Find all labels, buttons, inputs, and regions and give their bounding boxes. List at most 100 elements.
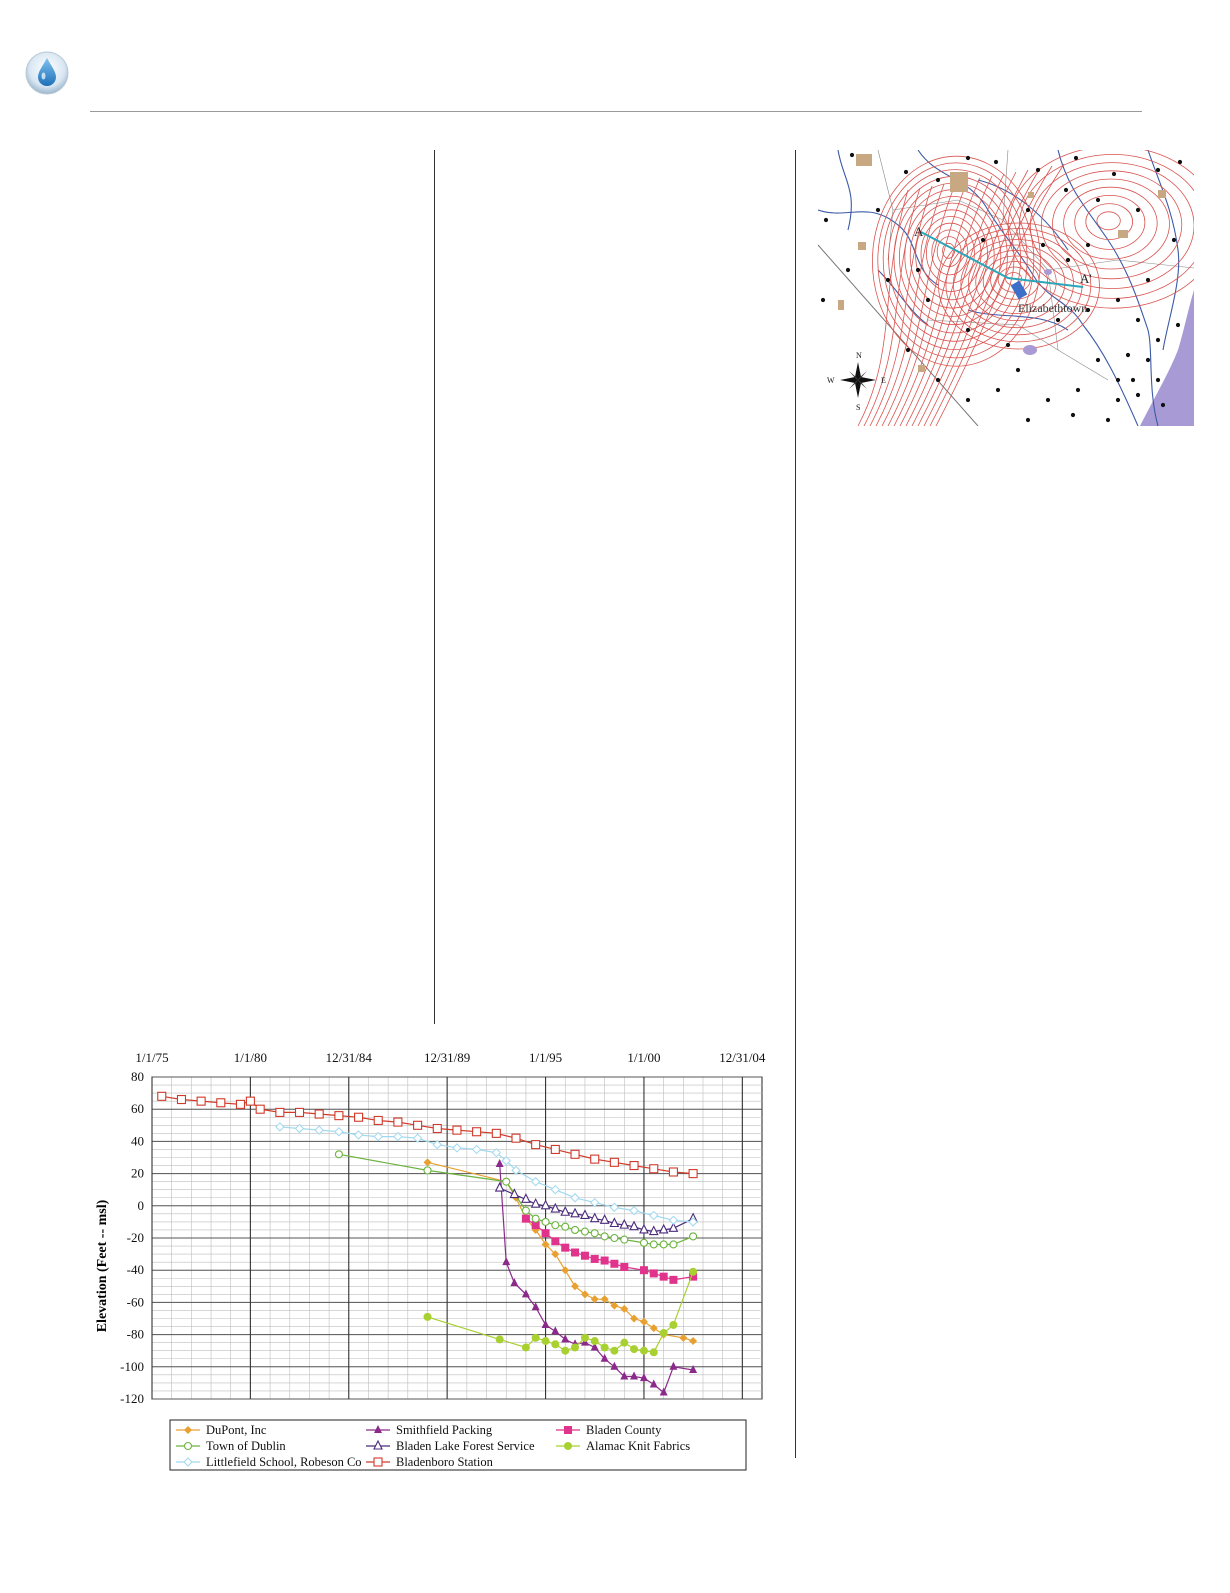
y-tick-label: -120 [120, 1391, 144, 1406]
legend-label: Bladen County [586, 1423, 662, 1437]
legend-item: Bladenboro Station [366, 1455, 494, 1469]
data-point [353, 1130, 364, 1140]
ocean [1140, 290, 1194, 426]
data-point [502, 1257, 511, 1266]
data-point [531, 1225, 540, 1234]
y-tick-label: 40 [131, 1133, 144, 1148]
cross-section-line [920, 231, 1084, 288]
data-point [649, 1164, 659, 1174]
data-point [550, 1184, 561, 1195]
data-point [530, 1176, 541, 1187]
x-tick-label: 12/31/89 [424, 1050, 470, 1065]
data-point [551, 1221, 560, 1230]
data-point [570, 1149, 580, 1159]
legend-label: Smithfield Packing [396, 1423, 493, 1437]
y-tick-labels: 80 60 40 20 0 -20 -40 -60 -80 -100 -120 [120, 1069, 144, 1406]
data-point [393, 1131, 403, 1142]
data-point [629, 1220, 639, 1231]
y-tick-label: -60 [127, 1294, 144, 1309]
data-point [659, 1328, 668, 1337]
legend-item: Littlefield School, Robeson Co [176, 1455, 362, 1469]
data-point [619, 1218, 630, 1229]
data-point [639, 1238, 649, 1247]
elizabethtown-marker [1010, 280, 1028, 300]
header-rule [90, 111, 1142, 112]
data-point [629, 1205, 639, 1216]
potentiometric-map: A A' Elizabethtown N S E W [818, 150, 1194, 426]
data-point [540, 1199, 551, 1210]
data-point [413, 1120, 423, 1130]
data-point [658, 1223, 669, 1234]
data-point [275, 1107, 285, 1117]
data-point [373, 1131, 383, 1142]
data-point [580, 1227, 590, 1236]
data-point [531, 1214, 540, 1223]
series-2 [521, 1214, 698, 1284]
x-tick-label: 12/31/84 [326, 1050, 373, 1065]
data-point [521, 1289, 530, 1298]
data-point [521, 1193, 531, 1203]
elevation-chart: 1/1/75 1/1/80 12/31/84 12/31/89 1/1/95 1/1/00… [92, 1040, 782, 1480]
series-6 [275, 1122, 698, 1227]
data-point [354, 1112, 364, 1122]
data-point [580, 1251, 589, 1260]
data-point [245, 1096, 255, 1106]
data-point [679, 1333, 688, 1342]
x-tick-labels: 1/1/75 1/1/80 12/31/84 12/31/89 1/1/95 1/1/00… [135, 1050, 766, 1065]
legend-item: Alamac Knit Fabrics [556, 1439, 690, 1453]
data-point [590, 1295, 599, 1304]
data-point [334, 1150, 343, 1159]
data-point [561, 1266, 570, 1275]
data-point [630, 1371, 639, 1380]
legend-label: Bladen Lake Forest Service [396, 1439, 535, 1453]
data-point [610, 1346, 619, 1355]
data-point [541, 1229, 550, 1238]
data-point [571, 1282, 580, 1291]
data-point [541, 1240, 550, 1249]
data-point [639, 1266, 648, 1275]
x-tick-label: 1/1/00 [627, 1050, 660, 1065]
data-point [255, 1104, 265, 1114]
data-point [196, 1096, 206, 1106]
data-point [649, 1210, 659, 1221]
data-point [314, 1125, 324, 1135]
data-point [620, 1338, 629, 1347]
x-tick-label: 1/1/80 [234, 1050, 267, 1065]
data-point [589, 1212, 600, 1223]
legend-box [169, 1419, 747, 1471]
data-point [521, 1214, 530, 1223]
data-point [630, 1345, 639, 1354]
compass-n: N [856, 351, 862, 360]
data-point [294, 1107, 305, 1117]
data-point [561, 1243, 570, 1252]
data-point [560, 1206, 571, 1216]
legend-label: Alamac Knit Fabrics [586, 1439, 690, 1453]
data-point [531, 1140, 541, 1150]
data-point [599, 1214, 610, 1224]
data-point [590, 1337, 599, 1346]
data-point [649, 1348, 658, 1357]
data-point [648, 1225, 659, 1236]
data-point [609, 1157, 619, 1167]
compass-s: S [856, 403, 860, 412]
legend-label: Bladenboro Station [396, 1455, 494, 1469]
data-point [610, 1259, 619, 1268]
data-point [609, 1202, 620, 1213]
data-point [620, 1371, 629, 1380]
data-point [541, 1337, 550, 1346]
data-point [571, 1343, 580, 1352]
data-point [235, 1099, 246, 1109]
data-point [668, 1215, 679, 1225]
legend: DuPont, Inc Smithfield Packing Bladen Coun… [169, 1419, 747, 1471]
data-point [689, 1267, 698, 1276]
data-point [570, 1225, 580, 1234]
data-point [531, 1221, 540, 1230]
series-4 [494, 1181, 698, 1236]
data-point [314, 1109, 324, 1119]
data-point [600, 1353, 609, 1362]
data-point [550, 1144, 560, 1154]
data-point [452, 1125, 462, 1135]
data-point [511, 1165, 521, 1176]
compass-w: W [827, 376, 835, 385]
x-tick-label: 1/1/95 [529, 1050, 562, 1065]
